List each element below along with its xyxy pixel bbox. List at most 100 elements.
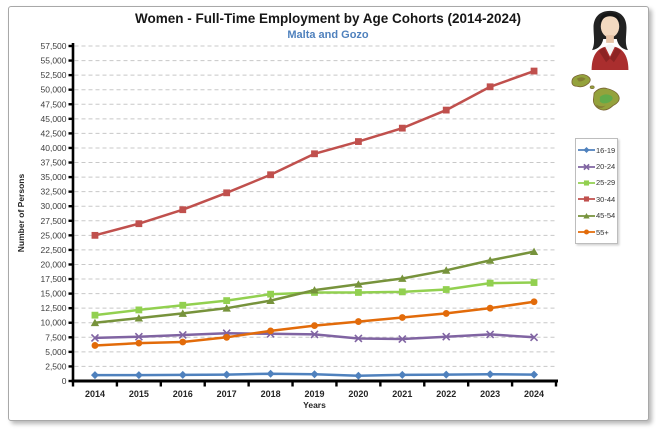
y-tick-label: 25,000 bbox=[41, 230, 67, 240]
y-tick-label: 17,500 bbox=[41, 274, 67, 284]
data-point-marker bbox=[135, 339, 143, 347]
data-point-marker bbox=[266, 369, 275, 378]
y-tick-label: 7,500 bbox=[45, 332, 67, 342]
y-axis-title: Number of Persons bbox=[16, 173, 26, 253]
data-point-marker bbox=[90, 333, 100, 342]
legend-marker-icon bbox=[578, 147, 595, 154]
data-point-marker bbox=[442, 310, 450, 317]
data-point-marker bbox=[486, 370, 495, 379]
data-point-marker bbox=[354, 280, 363, 288]
data-point-marker bbox=[179, 301, 187, 309]
legend-marker-icon bbox=[578, 180, 595, 186]
data-point-marker bbox=[355, 318, 362, 325]
y-tick-label: 50,000 bbox=[41, 85, 67, 95]
data-point-marker bbox=[310, 330, 319, 339]
y-tick-label: 20,000 bbox=[41, 259, 67, 269]
data-point-marker bbox=[267, 171, 274, 179]
y-tick-label: 57,500 bbox=[41, 41, 67, 51]
x-tick-label: 2016 bbox=[173, 389, 193, 399]
data-point-marker bbox=[530, 298, 538, 306]
x-tick-label: 2019 bbox=[304, 389, 324, 399]
y-tick-label: 0 bbox=[62, 376, 67, 386]
data-point-marker bbox=[583, 229, 590, 235]
legend-label: 20-24 bbox=[596, 162, 616, 172]
data-point-marker bbox=[398, 124, 406, 132]
legend-item: 45-54 bbox=[578, 208, 616, 224]
data-point-marker bbox=[530, 67, 538, 75]
data-point-marker bbox=[486, 279, 494, 287]
x-tick-label: 2017 bbox=[217, 389, 237, 399]
data-point-marker bbox=[267, 327, 274, 335]
data-point-marker bbox=[179, 338, 187, 346]
data-point-marker bbox=[442, 370, 451, 379]
chart-subtitle: Malta and Gozo bbox=[287, 29, 369, 41]
data-point-marker bbox=[222, 370, 231, 379]
data-point-marker bbox=[354, 371, 363, 380]
data-point-marker bbox=[442, 106, 450, 114]
data-point-marker bbox=[223, 333, 231, 341]
data-point-marker bbox=[398, 288, 406, 296]
x-tick-label: 2023 bbox=[480, 389, 500, 399]
data-point-marker bbox=[267, 290, 274, 298]
data-point-marker bbox=[486, 330, 495, 339]
y-tick-label: 37,500 bbox=[41, 158, 67, 168]
y-tick-label: 40,000 bbox=[41, 143, 67, 153]
data-point-marker bbox=[398, 314, 406, 321]
x-tick-label: 2024 bbox=[524, 389, 544, 399]
woman-avatar-icon bbox=[591, 10, 629, 70]
x-tick-label: 2015 bbox=[129, 389, 149, 399]
data-point-marker bbox=[135, 220, 143, 228]
legend: 16-19 20-24 25-29 30-44 45-54 55+ bbox=[575, 138, 618, 245]
y-tick-label: 10,000 bbox=[41, 318, 67, 328]
data-point-marker bbox=[310, 370, 319, 379]
data-point-marker bbox=[223, 297, 231, 304]
data-point-marker bbox=[583, 163, 590, 170]
legend-item: 30-44 bbox=[578, 191, 616, 207]
legend-item: 20-24 bbox=[578, 158, 616, 174]
legend-marker-icon bbox=[578, 196, 595, 202]
data-point-marker bbox=[442, 332, 451, 341]
y-tick-label: 27,500 bbox=[41, 216, 67, 226]
x-tick-label: 2014 bbox=[85, 389, 105, 399]
legend-marker-icon bbox=[578, 163, 595, 170]
y-tick-label: 30,000 bbox=[41, 201, 67, 211]
legend-item: 55+ bbox=[578, 224, 616, 240]
legend-label: 55+ bbox=[596, 227, 609, 237]
data-point-marker bbox=[583, 196, 590, 202]
data-point-marker bbox=[91, 311, 99, 319]
data-point-marker bbox=[90, 371, 99, 380]
y-tick-label: 32,500 bbox=[41, 187, 67, 197]
data-point-marker bbox=[134, 332, 143, 341]
chart-title: Women - Full-Time Employment by Age Coho… bbox=[134, 11, 522, 26]
y-tick-label: 52,500 bbox=[41, 70, 67, 80]
y-tick-label: 2,500 bbox=[45, 361, 67, 371]
data-point-marker bbox=[178, 330, 187, 340]
legend-label: 45-54 bbox=[596, 211, 616, 221]
y-tick-label: 5,000 bbox=[45, 347, 67, 357]
data-point-marker bbox=[355, 138, 362, 145]
data-point-marker bbox=[398, 334, 407, 344]
data-point-marker bbox=[583, 212, 590, 219]
data-point-marker bbox=[134, 314, 144, 322]
legend-label: 25-29 bbox=[596, 178, 616, 188]
data-point-marker bbox=[398, 370, 407, 379]
data-point-marker bbox=[310, 286, 319, 294]
y-tick-label: 12,500 bbox=[41, 303, 67, 313]
y-tick-label: 45,000 bbox=[41, 114, 67, 124]
data-point-marker bbox=[486, 83, 494, 91]
data-point-marker bbox=[398, 274, 407, 282]
x-axis-title: Years bbox=[303, 400, 326, 410]
data-point-marker bbox=[222, 304, 231, 312]
x-tick-label: 2021 bbox=[392, 389, 412, 399]
data-point-marker bbox=[529, 247, 539, 256]
y-tick-label: 15,000 bbox=[41, 289, 67, 299]
data-point-marker bbox=[442, 286, 450, 293]
legend-label: 16-19 bbox=[596, 145, 616, 155]
data-point-marker bbox=[583, 147, 590, 154]
data-point-marker bbox=[90, 318, 100, 327]
data-point-marker bbox=[91, 231, 99, 239]
data-point-marker bbox=[135, 306, 143, 314]
data-point-marker bbox=[223, 189, 231, 197]
y-tick-label: 47,500 bbox=[41, 99, 67, 109]
